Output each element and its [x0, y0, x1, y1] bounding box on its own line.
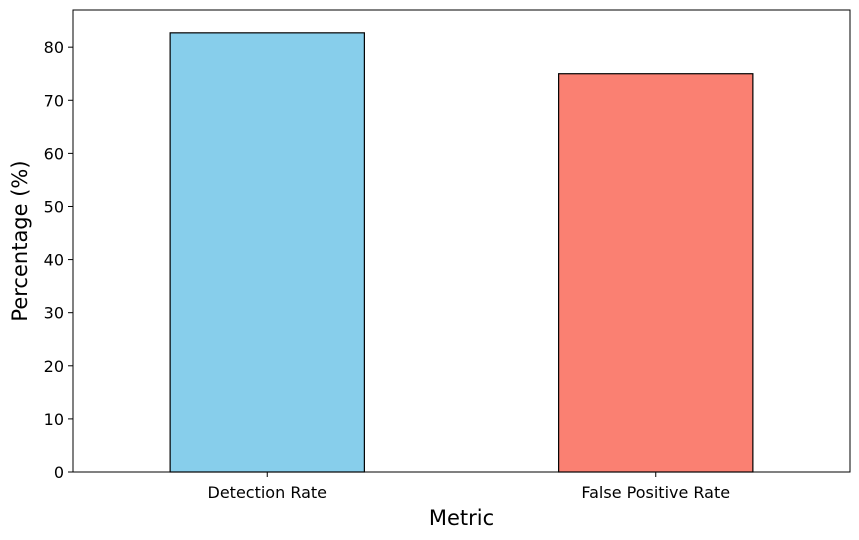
y-tick-label: 0 — [54, 463, 64, 482]
y-tick-label: 50 — [44, 197, 64, 216]
y-axis: 0 10 20 30 40 50 60 70 80 — [44, 38, 73, 482]
x-tick-label: Detection Rate — [208, 483, 328, 502]
y-axis-title: Percentage (%) — [8, 160, 32, 321]
plot-frame — [72, 9, 851, 473]
y-tick-label: 60 — [44, 144, 64, 163]
x-axis-title: Metric — [429, 506, 494, 530]
y-tick-label: 70 — [44, 91, 64, 110]
x-tick-label: False Positive Rate — [581, 483, 730, 502]
y-tick-label: 80 — [44, 38, 64, 57]
bars-group — [169, 32, 754, 473]
x-axis: Detection Rate False Positive Rate — [208, 472, 730, 502]
y-tick-label: 40 — [44, 251, 64, 270]
y-tick-label: 20 — [44, 357, 64, 376]
bar-detection-rate — [169, 32, 365, 473]
y-tick-label: 10 — [44, 410, 64, 429]
y-tick-label: 30 — [44, 304, 64, 323]
bar-false-positive-rate — [558, 73, 754, 473]
